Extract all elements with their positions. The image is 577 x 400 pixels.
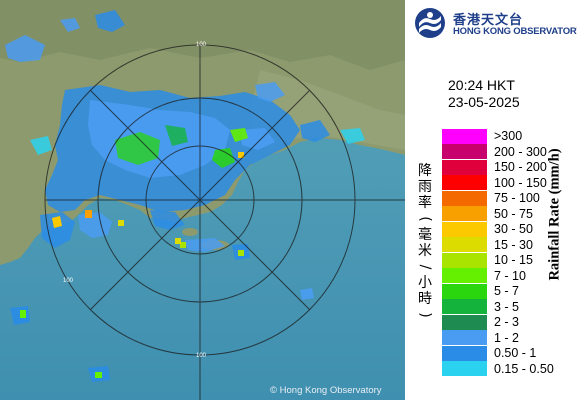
legend-swatch [442,314,487,330]
legend-label: 200 - 300 [494,144,547,159]
legend-row: 0.15 - 0.50 [442,361,577,376]
observatory-name-zh: 香港天文台 [453,13,524,28]
observation-time: 20:24 HKT [448,77,515,93]
radar-map: 100 100 100 © Hong Kong Observatory [0,0,405,400]
legend-swatch [442,206,487,221]
legend-label: 3 - 5 [494,299,520,314]
legend-title-zh-glyph: ) [417,312,433,318]
legend-row: 3 - 5 [442,299,577,314]
legend-row: 10 - 15 [442,252,577,268]
observatory-emblem-icon [415,8,445,38]
legend-swatch [442,237,487,252]
rain-echoes [5,10,365,382]
copyright-notice: © Hong Kong Observatory [270,385,382,396]
legend-title-zh: 降雨率 ( 毫米 / 小時) [413,163,437,323]
legend-swatch [442,268,487,283]
legend-label: 1 - 2 [494,330,520,345]
legend-title-zh-glyph: 米 [418,243,432,259]
legend-label: 10 - 15 [494,253,533,267]
legend-row: 75 - 100 [442,190,577,206]
observatory-name-en: HONG KONG OBSERVATORY [453,26,577,37]
legend-label: 75 - 100 [494,191,540,205]
range-rings [44,44,405,400]
observation-date: 23-05-2025 [448,94,520,110]
legend-swatch [442,345,487,361]
legend-row: 5 - 7 [442,283,577,299]
legend-title-zh-glyph: 降 [418,163,432,179]
legend-swatch [442,144,487,159]
legend-row: 1 - 2 [442,330,577,345]
legend-label: 0.15 - 0.50 [494,361,554,376]
legend-title-zh-glyph: 小 [418,275,432,291]
observatory-logo: 香港天文台 HONG KONG OBSERVATORY [413,6,577,42]
range-ring-label: 100 [196,353,207,359]
legend-label: 7 - 10 [494,268,526,283]
range-ring-label: 100 [196,42,207,48]
legend-swatch [442,128,487,144]
legend-row: 15 - 30 [442,237,577,252]
rainfall-legend: >300 200 - 300 150 - 200 100 - 150 75 - 100 5… [442,128,577,376]
legend-swatch [442,299,487,314]
legend-title-zh-glyph: ( [417,216,433,222]
legend-row: 200 - 300 [442,144,577,159]
legend-label: 15 - 30 [494,237,533,252]
legend-row: 150 - 200 [442,159,577,175]
legend-swatch [442,190,487,206]
legend-label: 5 - 7 [494,284,520,298]
legend-row: 2 - 3 [442,314,577,330]
legend-swatch [442,221,487,237]
legend-title-zh-glyph: 時 [418,291,432,307]
legend-row: 100 - 150 [442,175,577,190]
legend-swatch [442,330,487,345]
info-panel: 香港天文台 HONG KONG OBSERVATORY 20:24 HKT 23… [405,0,577,400]
legend-swatch [442,175,487,190]
legend-swatch [442,159,487,175]
legend-title-zh-glyph: 雨 [418,179,432,195]
legend-swatch [442,283,487,299]
legend-row: 7 - 10 [442,268,577,283]
legend-row: 30 - 50 [442,221,577,237]
legend-label: 100 - 150 [494,175,547,190]
legend-label: 50 - 75 [494,206,533,221]
legend-row: 0.50 - 1 [442,345,577,361]
range-ring-label: 100 [63,278,74,284]
legend-label: 30 - 50 [494,222,533,236]
legend-title-en: Rainfall Rate (mm/h) [546,148,563,281]
legend-label: >300 [494,129,523,143]
legend-label: 2 - 3 [494,315,520,329]
legend-title-zh-glyph: 率 [418,195,432,211]
legend-label: 0.50 - 1 [494,346,537,360]
island [182,228,198,236]
legend-title-zh-glyph: 毫 [418,227,432,243]
legend-title-zh-glyph: / [417,264,433,270]
legend-row: 50 - 75 [442,206,577,221]
legend-label: 150 - 200 [494,160,547,174]
legend-swatch [442,361,487,376]
legend-row: >300 [442,128,577,144]
legend-swatch [442,252,487,268]
